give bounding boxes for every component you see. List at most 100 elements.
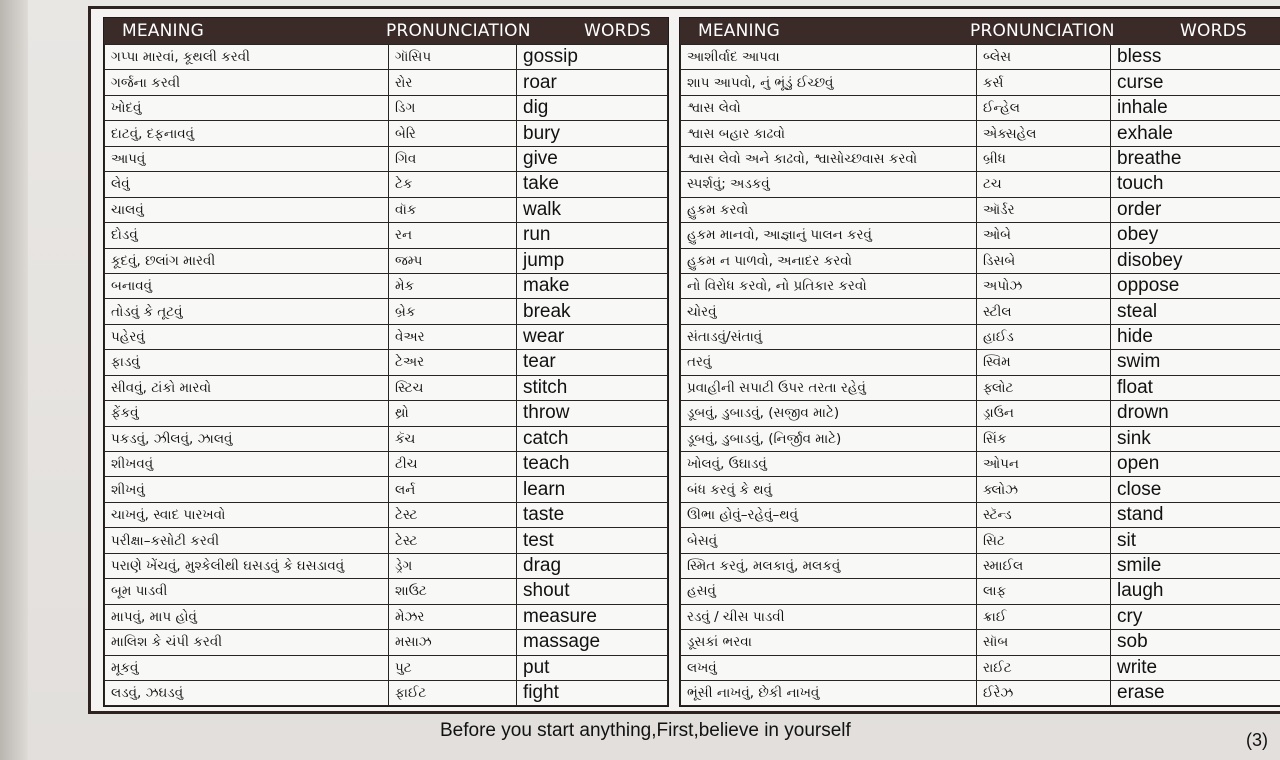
- pronunciation-cell: કર્સ: [976, 69, 1111, 96]
- table-row: લખવું રાઈટ write: [680, 654, 1280, 681]
- meaning-cell: હસવું: [680, 578, 977, 605]
- meaning-cell: શીખવું: [104, 476, 389, 503]
- meaning-cell: માપવું, માપ હોવું: [104, 603, 389, 631]
- word-cell: throw: [516, 400, 668, 427]
- meaning-cell: લડવું, ઝઘડવું: [104, 679, 389, 707]
- meaning-cell: શીખવવું: [104, 450, 389, 478]
- table-row: માપવું, માપ હોવું મેઝર measure: [104, 603, 668, 631]
- meaning-cell: આશીર્વાદ આપવા: [680, 43, 977, 71]
- meaning-cell: પરીક્ષા–કસોટી કરવી: [104, 527, 389, 554]
- word-cell: order: [1110, 196, 1280, 224]
- table-row: ડૂસકાં ભરવા સૉબ sob: [680, 629, 1280, 656]
- word-cell: make: [516, 272, 668, 300]
- table-row: આપવું ગિવ give: [104, 145, 668, 173]
- word-cell: sit: [1110, 527, 1280, 554]
- pronunciation-cell: એક્સહેલ: [976, 120, 1111, 147]
- meaning-cell: નો વિરોધ કરવો, નો પ્રતિકાર કરવો: [680, 272, 977, 300]
- table-row: સંતાડવું/સંતાવું હાઈડ hide: [680, 323, 1280, 351]
- word-cell: shout: [516, 578, 668, 605]
- table-row: ફાડવું ટેઅર tear: [104, 349, 668, 376]
- table-row: ગપ્પા મારવાં, કૂથલી કરવી ગૉસિપ gossip: [104, 43, 668, 71]
- pronunciation-cell: હાઈડ: [976, 323, 1111, 351]
- pronunciation-cell: મસાઝ: [388, 629, 517, 656]
- word-cell: obey: [1110, 222, 1280, 249]
- table-row: ઊભા હોવું–રહેવું–થવું સ્ટૅન્ડ stand: [680, 501, 1280, 529]
- meaning-cell: બનાવવું: [104, 272, 389, 300]
- pronunciation-cell: ફ્લોટ: [976, 374, 1111, 402]
- table-row: સ્પર્શવું; અડકવું ટચ touch: [680, 171, 1280, 198]
- pronunciation-cell: સ્માઈલ: [976, 552, 1111, 580]
- table-row: ગર્જના કરવી રોર roar: [104, 69, 668, 96]
- word-cell: jump: [516, 247, 668, 274]
- footer-quote: Before you start anything,First,believe …: [440, 720, 851, 741]
- pronunciation-cell: રાઈટ: [976, 654, 1111, 681]
- pronunciation-cell: ફાઈટ: [388, 679, 517, 707]
- pronunciation-cell: ટચ: [976, 171, 1111, 198]
- pronunciation-cell: ટીચ: [388, 450, 517, 478]
- meaning-cell: શાપ આપવો, નું ભૂંડું ઈચ્છવું: [680, 69, 977, 96]
- meaning-cell: પરાણે ખેંચવું, મુશ્કેલીથી ઘસડવું કે ઘસડા…: [104, 552, 389, 580]
- right-word-table: આશીર્વાદ આપવા બ્લેસ bless શાપ આપવો, નું ભૂં…: [680, 43, 1280, 707]
- meaning-cell: દાટવું, દફનાવવું: [104, 120, 389, 147]
- pronunciation-cell: ટેસ્ટ: [388, 501, 517, 529]
- meaning-cell: મૂકવું: [104, 654, 389, 681]
- meaning-cell: બેસવું: [680, 527, 977, 554]
- table-row: શાપ આપવો, નું ભૂંડું ઈચ્છવું કર્સ curse: [680, 69, 1280, 96]
- meaning-cell: ડૂબવું, ડુબાડવું, (નિર્જીવ માટે): [680, 425, 977, 453]
- meaning-cell: ફાડવું: [104, 349, 389, 376]
- meaning-cell: તરવું: [680, 349, 977, 376]
- pronunciation-cell: ટેસ્ટ: [388, 527, 517, 554]
- table-row: સ્મિત કરવું, મલકાવું, મલકવું સ્માઈલ smile: [680, 552, 1280, 580]
- meaning-cell: હુકમ કરવો: [680, 196, 977, 224]
- right-header-meaning: MEANING: [698, 21, 781, 41]
- book-binding: [0, 0, 28, 760]
- meaning-cell: ડૂસકાં ભરવા: [680, 629, 977, 656]
- table-row: લડવું, ઝઘડવું ફાઈટ fight: [104, 679, 668, 707]
- meaning-cell: ચોરવું: [680, 298, 977, 325]
- pronunciation-cell: ઈરેઝ: [976, 679, 1111, 707]
- table-row: ભૂંસી નાખવું, છેકી નાખવું ઈરેઝ erase: [680, 679, 1280, 707]
- meaning-cell: શ્વાસ લેવો અને કાઢવો, શ્વાસોચ્છવાસ કરવો: [680, 145, 977, 173]
- pronunciation-cell: બ્લેસ: [976, 43, 1111, 71]
- pronunciation-cell: બેરિ: [388, 120, 517, 147]
- table-row: બનાવવું મેક make: [104, 272, 668, 300]
- table-row: ચાલવું વૉક walk: [104, 196, 668, 224]
- word-cell: sob: [1110, 629, 1280, 656]
- table-row: તોડવું કે તૂટવું બ્રેક break: [104, 298, 668, 325]
- table-row: ખોદવું ડિગ dig: [104, 94, 668, 122]
- meaning-cell: સંતાડવું/સંતાવું: [680, 323, 977, 351]
- table-row: હસવું લાફ laugh: [680, 578, 1280, 605]
- word-cell: exhale: [1110, 120, 1280, 147]
- word-cell: steal: [1110, 298, 1280, 325]
- pronunciation-cell: થ્રો: [388, 400, 517, 427]
- meaning-cell: રડવું / ચીસ પાડવી: [680, 603, 977, 631]
- vocabulary-frame: MEANING PRONUNCIATION WORDS ગપ્પા મારવાં…: [88, 6, 1280, 714]
- left-header-words: WORDS: [584, 21, 651, 41]
- table-row: સીવવું, ટાંકો મારવો સ્ટિચ stitch: [104, 374, 668, 402]
- word-cell: take: [516, 171, 668, 198]
- word-cell: gossip: [516, 43, 668, 71]
- right-vocabulary-table: MEANING PRONUNCIATION WORDS આશીર્વાદ આપવ…: [679, 17, 1280, 707]
- word-cell: erase: [1110, 679, 1280, 707]
- pronunciation-cell: ટેઅર: [388, 349, 517, 376]
- table-row: આશીર્વાદ આપવા બ્લેસ bless: [680, 43, 1280, 71]
- word-cell: massage: [516, 629, 668, 656]
- table-row: હુકમ ન પાળવો, અનાદર કરવો ડિસબે disobey: [680, 247, 1280, 274]
- table-row: તરવું સ્વિમ swim: [680, 349, 1280, 376]
- word-cell: close: [1110, 476, 1280, 503]
- meaning-cell: સ્મિત કરવું, મલકાવું, મલકવું: [680, 552, 977, 580]
- pronunciation-cell: સ્ટિચ: [388, 374, 517, 402]
- word-cell: sink: [1110, 425, 1280, 453]
- word-cell: measure: [516, 603, 668, 631]
- left-word-table: ગપ્પા મારવાં, કૂથલી કરવી ગૉસિપ gossip ગર્જન…: [104, 43, 668, 707]
- word-cell: tear: [516, 349, 668, 376]
- word-cell: touch: [1110, 171, 1280, 198]
- pronunciation-cell: ડ્રેગ: [388, 552, 517, 580]
- pronunciation-cell: ઓબે: [976, 222, 1111, 249]
- right-header-pronunciation: PRONUNCIATION: [970, 21, 1115, 41]
- page-number: (3): [1246, 730, 1268, 750]
- word-cell: learn: [516, 476, 668, 503]
- pronunciation-cell: સૉબ: [976, 629, 1111, 656]
- meaning-cell: ગર્જના કરવી: [104, 69, 389, 96]
- table-row: રડવું / ચીસ પાડવી ક્રાઈ cry: [680, 603, 1280, 631]
